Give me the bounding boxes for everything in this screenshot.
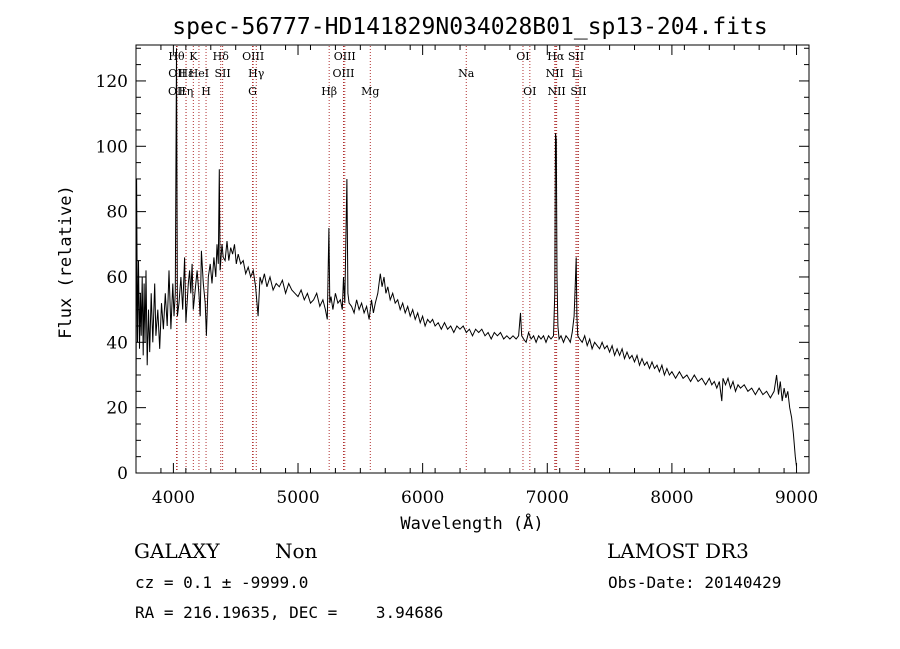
y-tick-label: 0 xyxy=(117,464,128,484)
marker-label: SII xyxy=(215,67,231,80)
survey-name: LAMOST DR3 xyxy=(607,539,749,563)
marker-label: NII xyxy=(547,85,565,98)
x-tick-label: 7000 xyxy=(526,488,569,508)
marker-label: OIII xyxy=(332,67,354,80)
redshift-value: cz = 0.1 ± -9999.0 xyxy=(135,573,309,592)
marker-label: NII xyxy=(546,67,564,80)
marker-label: OIII xyxy=(242,50,264,63)
marker-label: OI xyxy=(523,85,536,98)
x-tick-label: 5000 xyxy=(276,488,319,508)
marker-label: Li xyxy=(572,67,583,80)
marker-label: HeI xyxy=(189,67,209,80)
marker-label: K xyxy=(189,50,198,63)
coordinates: RA = 216.19635, DEC = 3.94686 xyxy=(135,603,444,622)
marker-label: OI xyxy=(516,50,529,63)
marker-label: OIII xyxy=(334,50,356,63)
marker-label: H xyxy=(201,85,211,98)
marker-label: Mg xyxy=(361,85,379,98)
spectrum-line xyxy=(135,48,797,467)
y-axis-label: Flux (relative) xyxy=(56,185,76,339)
object-class: GALAXY xyxy=(134,539,220,563)
x-axis: 4000 5000 6000 7000 8000 9000 xyxy=(135,45,818,508)
marker-label: Eη xyxy=(179,85,194,98)
x-tick-label: 4000 xyxy=(152,488,195,508)
y-tick-label: 40 xyxy=(106,333,128,353)
x-tick-label: 9000 xyxy=(775,488,818,508)
marker-label: Hγ xyxy=(248,67,265,80)
marker-label: Hα xyxy=(547,50,565,63)
x-tick-label: 8000 xyxy=(650,488,693,508)
marker-label: SII xyxy=(570,85,586,98)
plot-frame xyxy=(135,44,810,474)
chart-title: spec-56777-HD141829N034028B01_sp13-204.f… xyxy=(172,14,767,40)
marker-label: Hδ xyxy=(213,50,230,63)
marker-label: OII xyxy=(168,67,186,80)
y-tick-label: 120 xyxy=(96,72,128,92)
marker-label: Hβ xyxy=(321,85,337,98)
x-tick-label: 6000 xyxy=(401,488,444,508)
y-tick-label: 20 xyxy=(106,399,128,419)
spectrum-series xyxy=(135,48,797,467)
y-tick-label: 80 xyxy=(106,203,128,223)
marker-label: SII xyxy=(568,50,584,63)
marker-label: G xyxy=(248,85,257,98)
y-tick-label: 60 xyxy=(106,268,128,288)
y-tick-label: 100 xyxy=(96,137,128,157)
marker-label: Na xyxy=(458,67,475,80)
marker-label: Hε xyxy=(178,67,194,80)
marker-lines xyxy=(176,46,579,472)
obs-date: Obs-Date: 20140429 xyxy=(608,573,782,592)
x-axis-label: Wavelength (Å) xyxy=(400,512,543,534)
object-subclass: Non xyxy=(275,539,318,563)
